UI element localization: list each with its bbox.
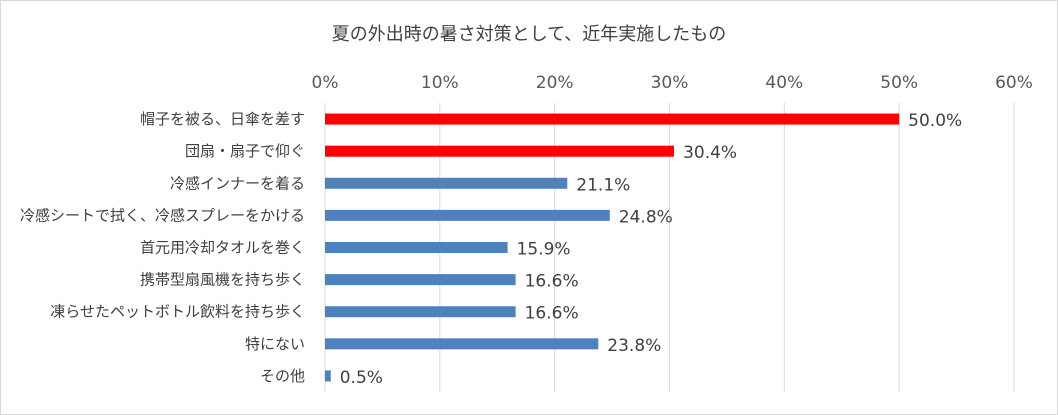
chart-title: 夏の外出時の暑さ対策として、近年実施したもの bbox=[331, 24, 727, 45]
data-label: 30.4% bbox=[683, 143, 737, 163]
category-label: 首元用冷却タオルを巻く bbox=[140, 239, 305, 257]
data-label: 16.6% bbox=[525, 304, 579, 324]
bar bbox=[325, 306, 516, 318]
category-label: 冷感インナーを着る bbox=[170, 174, 305, 192]
bar bbox=[325, 209, 610, 221]
bar bbox=[325, 113, 900, 125]
category-label: 携帯型扇風機を持ち歩く bbox=[140, 271, 305, 289]
bars bbox=[325, 113, 900, 382]
x-axis-ticks: 0% 10% 20% 30% 40% 50% 60% bbox=[312, 73, 1033, 93]
data-label: 50.0% bbox=[908, 111, 962, 131]
data-label: 15.9% bbox=[517, 240, 571, 260]
x-tick-label: 50% bbox=[880, 73, 918, 93]
data-label: 21.1% bbox=[576, 175, 630, 195]
category-label: 凍らせたペットボトル飲料を持ち歩く bbox=[50, 303, 305, 321]
x-tick-label: 30% bbox=[651, 73, 689, 93]
category-label: その他 bbox=[260, 367, 305, 385]
bar bbox=[325, 242, 508, 253]
x-tick-label: 20% bbox=[536, 73, 574, 93]
category-label: 特にない bbox=[245, 335, 305, 353]
category-label: 帽子を被る、日傘を差す bbox=[140, 110, 305, 128]
data-labels: 50.0% 30.4% 21.1% 24.8% 15.9% 16.6% 16.6% 23.8%… bbox=[340, 111, 962, 388]
bar bbox=[325, 338, 599, 350]
bar bbox=[325, 145, 675, 157]
category-label: 冷感シートで拭く、冷感スプレーをかける bbox=[20, 206, 305, 224]
category-label: 団扇・扇子で仰ぐ bbox=[185, 142, 305, 160]
x-tick-label: 40% bbox=[765, 73, 803, 93]
x-tick-label: 0% bbox=[312, 73, 339, 93]
bar bbox=[325, 370, 331, 382]
x-tick-label: 60% bbox=[995, 73, 1033, 93]
data-label: 23.8% bbox=[607, 336, 661, 356]
bar bbox=[325, 274, 516, 286]
bar bbox=[325, 177, 568, 189]
data-label: 16.6% bbox=[525, 272, 579, 292]
x-tick-label: 10% bbox=[421, 73, 459, 93]
data-label: 24.8% bbox=[619, 207, 673, 227]
category-labels: 帽子を被る、日傘を差す団扇・扇子で仰ぐ冷感インナーを着る冷感シートで拭く、冷感ス… bbox=[20, 110, 305, 385]
data-label: 0.5% bbox=[340, 368, 383, 388]
